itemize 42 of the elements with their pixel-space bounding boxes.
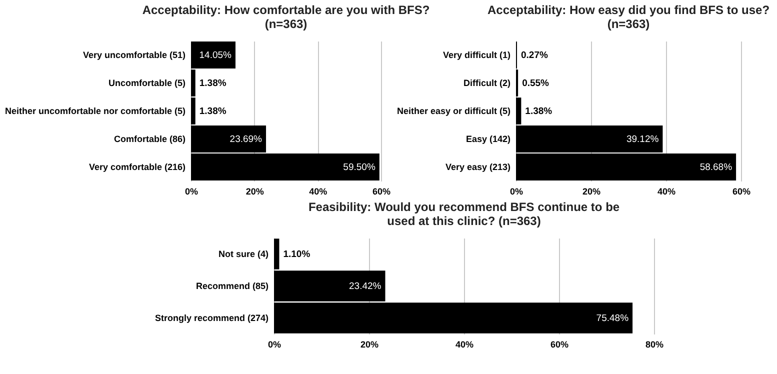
y-tick-label: Neither easy or difficult (5) xyxy=(396,106,510,116)
data-label: 23.42% xyxy=(349,281,382,292)
x-tick-label: 20% xyxy=(246,186,264,196)
y-tick-label: Strongly recommend (274) xyxy=(154,313,268,323)
data-label: 14.05% xyxy=(199,50,232,61)
y-tick-label: Very difficult (1) xyxy=(442,50,510,60)
x-tick-label: 0% xyxy=(510,186,524,196)
y-tick-label: Difficult (2) xyxy=(464,78,510,88)
x-tick-label: 60% xyxy=(732,186,751,196)
data-label: 0.27% xyxy=(521,50,548,61)
x-tick-label: 40% xyxy=(309,186,328,196)
chart-title: Acceptability: How easy did you find BFS to use? (n=363) xyxy=(487,3,770,31)
y-tick-label: Very uncomfortable (51) xyxy=(82,50,186,60)
y-tick-label: Comfortable (86) xyxy=(114,134,186,144)
y-tick-label: Not sure (4) xyxy=(218,249,268,259)
data-label: 75.48% xyxy=(596,313,630,324)
x-tick-label: 80% xyxy=(645,340,664,350)
data-label: 0.55% xyxy=(522,78,550,89)
x-tick-label: 20% xyxy=(582,186,601,196)
chart-title: Feasibility: Would you recommend BFS continue to be used at this clinic? (n=363) xyxy=(308,200,620,228)
data-label: 23.69% xyxy=(230,134,263,145)
x-tick-label: 20% xyxy=(360,340,379,350)
y-tick-label: Easy (142) xyxy=(466,134,510,144)
x-tick-label: 0% xyxy=(184,186,198,196)
y-tick-label: Very easy (213) xyxy=(445,162,510,172)
data-label: 59.50% xyxy=(343,162,376,173)
y-tick-label: Very comfortable (216) xyxy=(88,162,186,172)
y-tick-label: Neither uncomfortable nor comfortable (5) xyxy=(4,106,186,116)
data-label: 58.68% xyxy=(700,162,733,173)
x-tick-label: 60% xyxy=(372,186,391,196)
data-label: 1.38% xyxy=(199,78,227,89)
x-tick-label: 40% xyxy=(455,340,474,350)
chart-title: Acceptability: How comfortable are you with BFS? (n=363) xyxy=(142,3,430,31)
data-label: 1.38% xyxy=(199,106,227,117)
y-tick-label: Recommend (85) xyxy=(196,281,268,291)
data-label: 1.10% xyxy=(283,249,311,260)
data-label: 1.38% xyxy=(525,106,553,117)
data-label: 39.12% xyxy=(626,134,660,145)
x-tick-label: 0% xyxy=(268,340,282,350)
y-tick-label: Uncomfortable (5) xyxy=(108,78,186,88)
x-tick-label: 60% xyxy=(550,340,569,350)
x-tick-label: 40% xyxy=(657,186,676,196)
